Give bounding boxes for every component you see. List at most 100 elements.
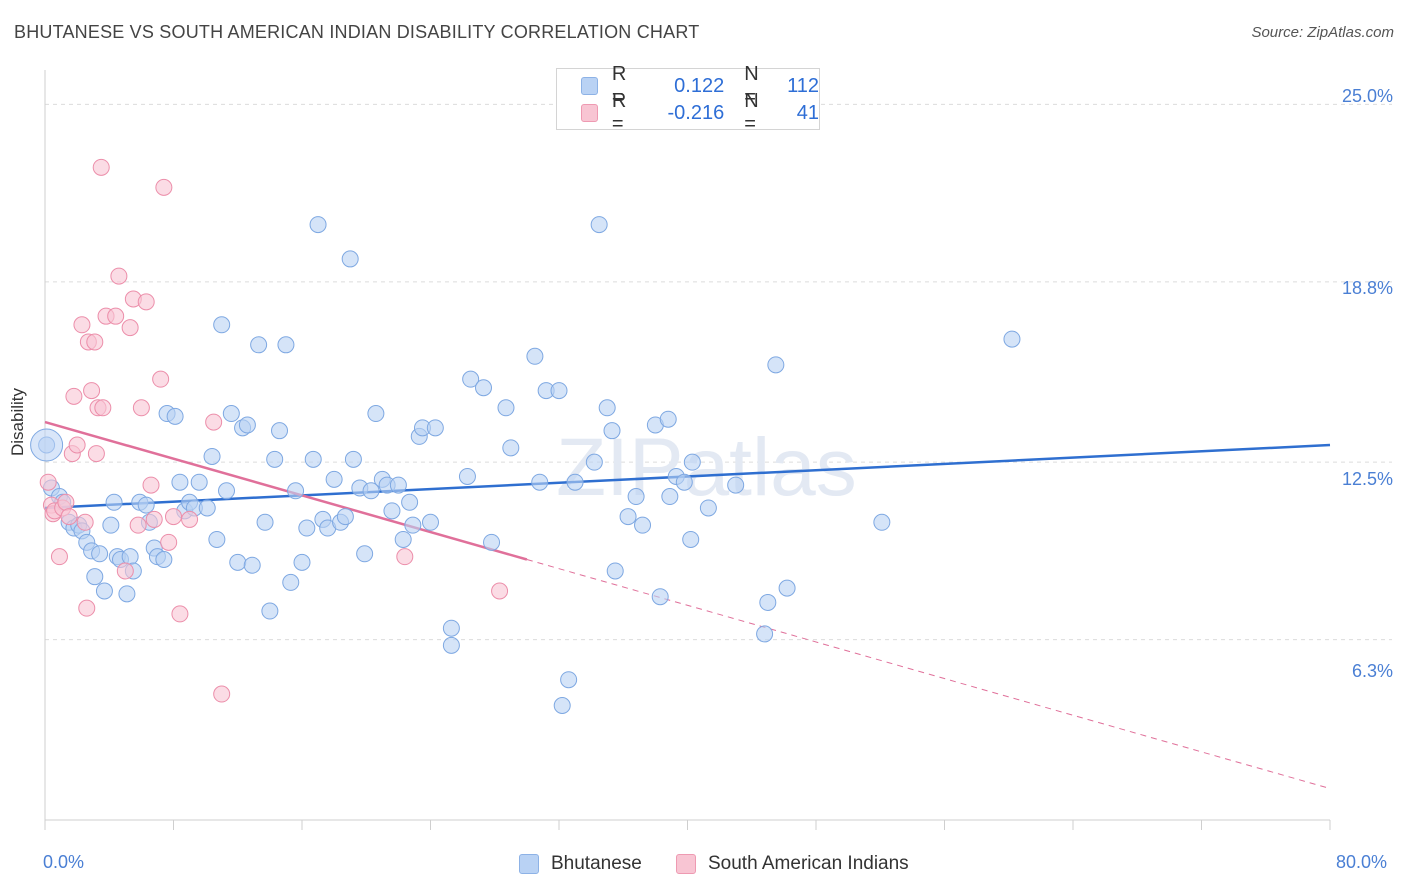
data-point	[1003, 330, 1021, 348]
data-point	[389, 476, 407, 494]
data-point	[83, 382, 101, 400]
legend-label: Bhutanese	[551, 853, 642, 874]
data-point	[336, 508, 354, 526]
data-point	[256, 513, 274, 531]
data-point	[585, 453, 603, 471]
data-point	[222, 405, 240, 423]
data-point	[110, 267, 128, 285]
data-point	[873, 513, 891, 531]
data-point	[121, 319, 139, 337]
data-point	[155, 178, 173, 196]
data-point	[152, 370, 170, 388]
data-point	[87, 445, 105, 463]
data-point	[526, 347, 544, 365]
data-point	[250, 336, 268, 354]
n-value: 112	[787, 74, 820, 97]
data-point	[590, 216, 608, 234]
data-point	[95, 582, 113, 600]
y-tick-label: 18.8%	[1341, 278, 1393, 298]
blue-swatch-icon	[519, 854, 539, 874]
data-point	[367, 405, 385, 423]
data-point	[767, 356, 785, 374]
trend-line-extension	[526, 559, 1331, 789]
data-point	[203, 447, 221, 465]
data-point	[442, 636, 460, 654]
data-point	[218, 482, 236, 500]
data-point	[309, 216, 327, 234]
data-point	[442, 619, 460, 637]
data-point	[598, 399, 616, 417]
data-point	[566, 473, 584, 491]
data-point	[165, 508, 182, 526]
data-points	[30, 158, 1021, 714]
data-point	[778, 579, 796, 597]
data-point	[404, 516, 422, 534]
data-point	[50, 548, 68, 566]
data-point	[94, 399, 112, 417]
data-point	[298, 519, 316, 537]
data-point	[683, 453, 701, 471]
pink-swatch-icon	[581, 104, 598, 122]
x-tick-label: 80.0%	[1336, 852, 1388, 872]
data-point	[699, 499, 717, 517]
data-point	[756, 625, 774, 643]
data-point	[325, 470, 343, 488]
data-point	[65, 387, 83, 405]
data-point	[266, 450, 284, 468]
data-point	[304, 450, 322, 468]
y-tick-label: 25.0%	[1341, 86, 1393, 106]
data-point	[282, 573, 300, 591]
y-tick-label: 12.5%	[1341, 469, 1393, 489]
data-point	[171, 473, 189, 491]
data-point	[271, 422, 289, 440]
data-point	[531, 473, 549, 491]
n-label: N =	[744, 63, 759, 108]
data-point	[155, 551, 173, 569]
data-point	[208, 530, 226, 548]
data-point	[560, 671, 578, 689]
data-point	[132, 399, 150, 417]
data-point	[73, 316, 91, 334]
data-point	[60, 508, 78, 526]
trend-line	[44, 420, 528, 561]
legend-row-south-american-indians: R = -0.216 N = 41	[581, 90, 819, 135]
data-point	[293, 553, 311, 571]
legend-item-south-american-indians: South American Indians	[676, 852, 909, 876]
data-point	[198, 499, 216, 517]
data-point	[39, 473, 57, 491]
data-point	[30, 428, 64, 462]
data-point	[759, 593, 777, 611]
data-point	[137, 293, 155, 311]
n-label: N =	[744, 90, 759, 135]
data-point	[205, 413, 223, 431]
r-value: 0.122	[674, 74, 725, 97]
chart-title: BHUTANESE VS SOUTH AMERICAN INDIAN DISAB…	[14, 22, 700, 42]
data-point	[78, 599, 96, 617]
data-point	[550, 382, 568, 400]
data-point	[356, 545, 374, 563]
data-point	[661, 488, 679, 506]
data-point	[634, 516, 652, 534]
r-value: -0.216	[667, 101, 725, 124]
data-point	[76, 513, 94, 531]
data-point	[145, 510, 163, 528]
data-point	[261, 602, 279, 620]
data-point	[121, 548, 139, 566]
legend-row-bhutanese: R = 0.122 N = 112	[581, 63, 820, 108]
data-point	[475, 379, 493, 397]
data-point	[682, 530, 700, 548]
data-point	[287, 482, 305, 500]
r-label: R =	[611, 90, 627, 135]
data-point	[619, 508, 637, 526]
data-point	[213, 316, 231, 334]
x-tick-label: 0.0%	[43, 852, 85, 872]
data-point	[142, 476, 160, 494]
data-point	[659, 410, 677, 428]
r-label: R =	[611, 63, 627, 108]
data-point	[160, 533, 178, 551]
data-point	[401, 493, 419, 511]
data-point	[502, 439, 520, 457]
data-point	[166, 407, 184, 425]
data-point	[606, 562, 624, 580]
data-point	[341, 250, 359, 268]
